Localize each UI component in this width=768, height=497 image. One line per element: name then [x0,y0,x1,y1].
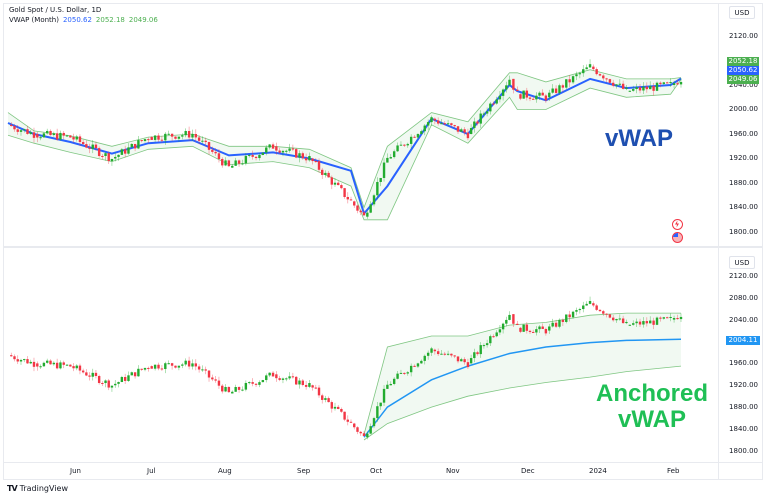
price-label: 2080.00 [729,294,758,302]
us-economic-event-icon[interactable] [672,232,683,243]
tradingview-brand[interactable]: TV TradingView [7,484,68,493]
vwap-price-tag: 2050.62 [727,66,759,75]
price-label: 1960.00 [729,359,758,367]
lower-band-price-tag: 2049.06 [727,75,759,84]
brand-name: TradingView [19,484,68,493]
time-label: 2024 [589,467,607,475]
price-label: 2000.00 [729,105,758,113]
price-label: 2120.00 [729,272,758,280]
time-label: Nov [446,467,460,475]
upper-band-price-tag: 2052.18 [727,57,759,66]
flag-canton [673,233,678,237]
time-label: Dec [521,467,535,475]
time-label: Jul [147,467,156,475]
lower-band-value: 2049.06 [128,16,158,24]
flash-event-icon[interactable] [672,219,683,230]
vwap-value: 2050.62 [62,16,92,24]
time-axis-separator [3,462,763,463]
time-label: Aug [218,467,232,475]
currency-button-top[interactable]: USD [729,6,755,19]
tradingview-logo-icon: TV [7,484,18,493]
price-label: 1840.00 [729,425,758,433]
price-label: 1920.00 [729,154,758,162]
vwap-annotation: vWAP [605,125,674,152]
price-label: 1840.00 [729,203,758,211]
indicator-legend[interactable]: VWAP (Month) 2050.62 2052.18 2049.06 [9,15,162,25]
anchored-vwap-annotation: Anchored vWAP [596,381,708,433]
price-label: 2040.00 [729,316,758,324]
time-label: Feb [667,467,680,475]
time-label: Jun [70,467,81,475]
anchored-vwap-price-tag: 2004.11 [726,336,760,345]
time-label: Oct [370,467,383,475]
price-label: 2040.00 [729,81,758,89]
pane-separator[interactable] [3,246,763,248]
price-label: 1880.00 [729,403,758,411]
price-label: 1920.00 [729,381,758,389]
indicator-name: VWAP (Month) [9,16,59,24]
currency-button-bottom[interactable]: USD [729,256,755,269]
symbol-title[interactable]: Gold Spot / U.S. Dollar, 1D [9,6,102,14]
time-label: Sep [297,467,311,475]
price-label: 1800.00 [729,228,758,236]
lightning-icon [675,220,679,228]
price-label: 2120.00 [729,32,758,40]
annotation-line-2: vWAP [617,406,686,433]
price-axis-separator [718,3,719,480]
price-label: 1800.00 [729,447,758,455]
annotation-line-1: Anchored [596,380,709,407]
price-label: 1960.00 [729,130,758,138]
upper-band-value: 2052.18 [95,16,125,24]
price-label: 1880.00 [729,179,758,187]
